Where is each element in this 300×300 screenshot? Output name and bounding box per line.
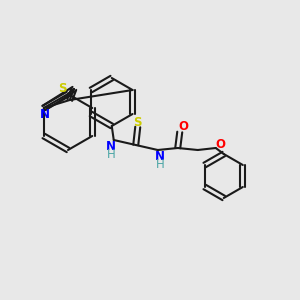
Text: N: N [155, 149, 165, 163]
Text: O: O [216, 137, 226, 151]
Text: S: S [58, 82, 66, 95]
Text: N: N [106, 140, 116, 152]
Text: H: H [106, 148, 115, 160]
Text: H: H [155, 158, 164, 170]
Text: O: O [179, 121, 189, 134]
Text: S: S [134, 116, 142, 128]
Text: N: N [40, 109, 50, 122]
